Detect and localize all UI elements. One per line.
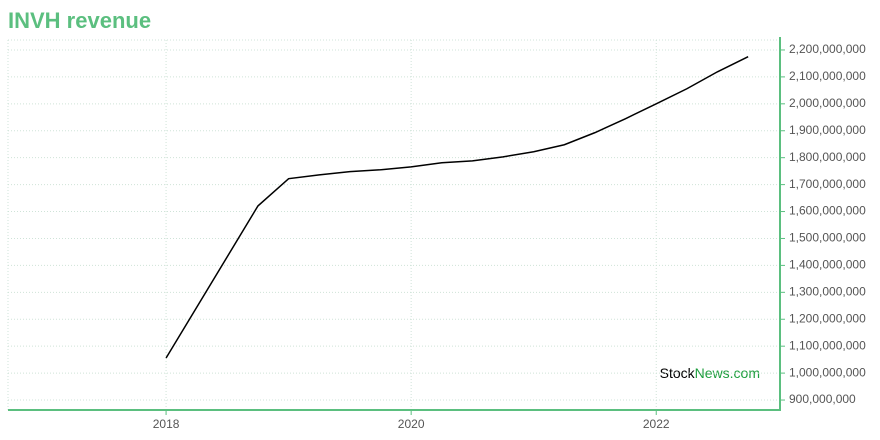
- y-tick-label: 2,200,000,000: [789, 42, 866, 56]
- y-tick-label: 1,100,000,000: [789, 338, 866, 352]
- x-tick-label: 2022: [643, 417, 670, 431]
- y-tick-label: 1,400,000,000: [789, 258, 866, 272]
- y-tick-label: 1,600,000,000: [789, 204, 866, 218]
- y-tick-label: 1,300,000,000: [789, 284, 866, 298]
- y-tick-label: 1,700,000,000: [789, 177, 866, 191]
- chart-title: INVH revenue: [8, 8, 151, 33]
- y-tick-label: 1,200,000,000: [789, 311, 866, 325]
- x-tick-label: 2018: [153, 417, 180, 431]
- y-tick-label: 1,000,000,000: [789, 365, 866, 379]
- y-tick-label: 900,000,000: [789, 392, 856, 406]
- y-tick-label: 1,500,000,000: [789, 231, 866, 245]
- y-tick-label: 1,900,000,000: [789, 123, 866, 137]
- revenue-line: [165, 56, 749, 359]
- y-tick-label: 2,000,000,000: [789, 96, 866, 110]
- y-tick-label: 1,800,000,000: [789, 150, 866, 164]
- x-tick-label: 2020: [398, 417, 425, 431]
- y-tick-label: 2,100,000,000: [789, 69, 866, 83]
- watermark-part: News.com: [695, 365, 760, 381]
